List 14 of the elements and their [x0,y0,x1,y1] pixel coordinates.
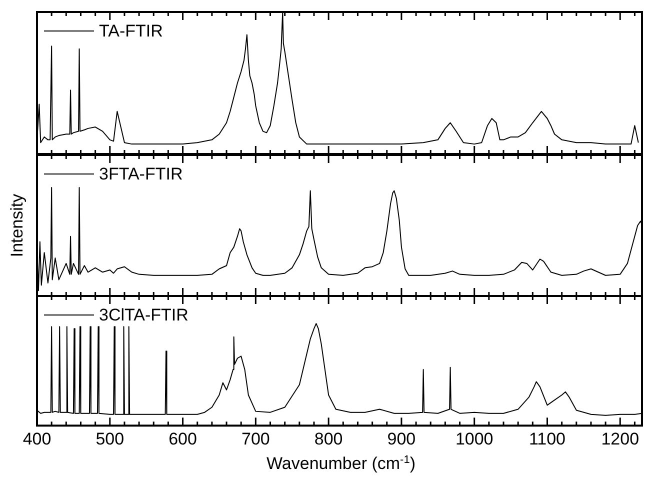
x-tick-label: 900 [387,429,416,448]
y-axis-title: Intensity [8,193,27,258]
legend-label: 3ClTA-FTIR [99,306,188,325]
x-tick-label: 400 [22,429,52,448]
x-tick-label: 800 [314,429,343,448]
x-tick-label: 700 [241,429,270,448]
x-tick-label: 1000 [455,429,494,448]
x-tick-label: 1200 [601,429,640,448]
legend-label: TA-FTIR [99,22,163,41]
x-tick-label: 600 [168,429,197,448]
x-tick-label: 1100 [528,429,566,448]
legend-label: 3FTA-FTIR [99,164,183,184]
x-axis-title: Wavenumber (cm$^{-1}$) [266,454,416,474]
x-tick-label: 500 [96,429,124,448]
